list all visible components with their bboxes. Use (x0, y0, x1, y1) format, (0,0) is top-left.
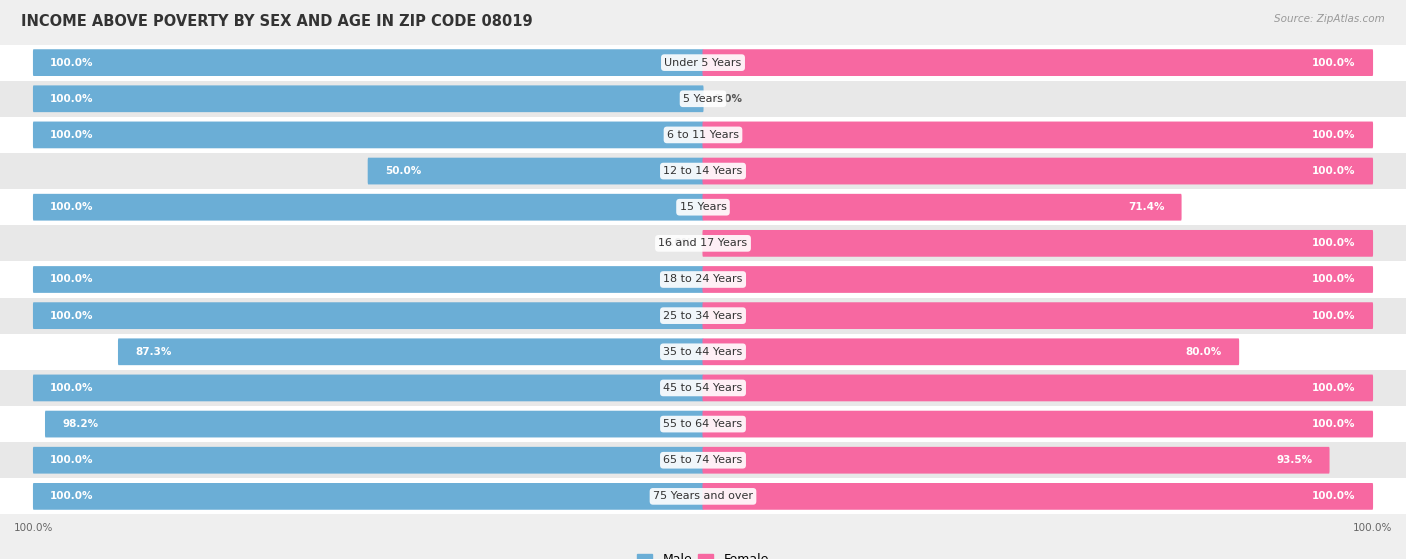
Text: 100.0%: 100.0% (51, 202, 94, 212)
Bar (0, 334, 1406, 370)
Bar (0, 153, 1406, 189)
Text: 100.0%: 100.0% (1312, 491, 1355, 501)
Text: 0.0%: 0.0% (713, 94, 742, 104)
Bar (0, 45, 1406, 80)
Bar (0, 80, 1406, 117)
Text: 100.0%: 100.0% (14, 523, 53, 533)
FancyBboxPatch shape (703, 338, 1239, 365)
Text: 100.0%: 100.0% (51, 274, 94, 285)
Text: 71.4%: 71.4% (1128, 202, 1164, 212)
FancyBboxPatch shape (32, 483, 703, 510)
Legend: Male, Female: Male, Female (633, 548, 773, 559)
Text: 100.0%: 100.0% (1312, 311, 1355, 321)
Bar (0, 406, 1406, 442)
Text: 100.0%: 100.0% (1353, 523, 1392, 533)
FancyBboxPatch shape (703, 194, 1181, 221)
FancyBboxPatch shape (32, 86, 703, 112)
Text: 100.0%: 100.0% (1312, 130, 1355, 140)
Text: 50.0%: 50.0% (385, 166, 422, 176)
FancyBboxPatch shape (703, 158, 1374, 184)
Text: INCOME ABOVE POVERTY BY SEX AND AGE IN ZIP CODE 08019: INCOME ABOVE POVERTY BY SEX AND AGE IN Z… (21, 14, 533, 29)
Text: 100.0%: 100.0% (51, 130, 94, 140)
Text: 100.0%: 100.0% (51, 311, 94, 321)
Text: 0.0%: 0.0% (664, 238, 693, 248)
Text: 100.0%: 100.0% (1312, 238, 1355, 248)
FancyBboxPatch shape (32, 121, 703, 148)
Text: 5 Years: 5 Years (683, 94, 723, 104)
Text: 45 to 54 Years: 45 to 54 Years (664, 383, 742, 393)
Bar (0, 479, 1406, 514)
FancyBboxPatch shape (32, 49, 703, 76)
Text: 100.0%: 100.0% (51, 94, 94, 104)
FancyBboxPatch shape (703, 375, 1374, 401)
Bar (0, 370, 1406, 406)
Text: 100.0%: 100.0% (51, 383, 94, 393)
FancyBboxPatch shape (703, 483, 1374, 510)
FancyBboxPatch shape (118, 338, 703, 365)
Text: 100.0%: 100.0% (1312, 166, 1355, 176)
FancyBboxPatch shape (703, 266, 1374, 293)
Bar (0, 189, 1406, 225)
FancyBboxPatch shape (32, 266, 703, 293)
FancyBboxPatch shape (703, 447, 1330, 473)
Text: Under 5 Years: Under 5 Years (665, 58, 741, 68)
Text: 12 to 14 Years: 12 to 14 Years (664, 166, 742, 176)
Text: 80.0%: 80.0% (1185, 347, 1222, 357)
FancyBboxPatch shape (703, 302, 1374, 329)
FancyBboxPatch shape (703, 49, 1374, 76)
Bar (0, 442, 1406, 479)
Text: 35 to 44 Years: 35 to 44 Years (664, 347, 742, 357)
Bar (0, 262, 1406, 297)
Text: 98.2%: 98.2% (62, 419, 98, 429)
Text: 87.3%: 87.3% (135, 347, 172, 357)
Text: 100.0%: 100.0% (1312, 58, 1355, 68)
Text: 65 to 74 Years: 65 to 74 Years (664, 455, 742, 465)
FancyBboxPatch shape (703, 121, 1374, 148)
Text: 6 to 11 Years: 6 to 11 Years (666, 130, 740, 140)
FancyBboxPatch shape (32, 447, 703, 473)
Text: 93.5%: 93.5% (1277, 455, 1312, 465)
Text: 100.0%: 100.0% (51, 455, 94, 465)
FancyBboxPatch shape (703, 230, 1374, 257)
Text: 15 Years: 15 Years (679, 202, 727, 212)
FancyBboxPatch shape (32, 302, 703, 329)
FancyBboxPatch shape (368, 158, 703, 184)
Text: 16 and 17 Years: 16 and 17 Years (658, 238, 748, 248)
Text: 100.0%: 100.0% (1312, 383, 1355, 393)
Text: 18 to 24 Years: 18 to 24 Years (664, 274, 742, 285)
Bar (0, 297, 1406, 334)
Text: 75 Years and over: 75 Years and over (652, 491, 754, 501)
Bar (0, 117, 1406, 153)
Bar (0, 225, 1406, 262)
FancyBboxPatch shape (45, 411, 703, 438)
Text: Source: ZipAtlas.com: Source: ZipAtlas.com (1274, 14, 1385, 24)
Text: 25 to 34 Years: 25 to 34 Years (664, 311, 742, 321)
Text: 55 to 64 Years: 55 to 64 Years (664, 419, 742, 429)
Text: 100.0%: 100.0% (51, 58, 94, 68)
FancyBboxPatch shape (703, 411, 1374, 438)
Text: 100.0%: 100.0% (1312, 274, 1355, 285)
Text: 100.0%: 100.0% (51, 491, 94, 501)
Text: 100.0%: 100.0% (1312, 419, 1355, 429)
FancyBboxPatch shape (32, 194, 703, 221)
FancyBboxPatch shape (32, 375, 703, 401)
